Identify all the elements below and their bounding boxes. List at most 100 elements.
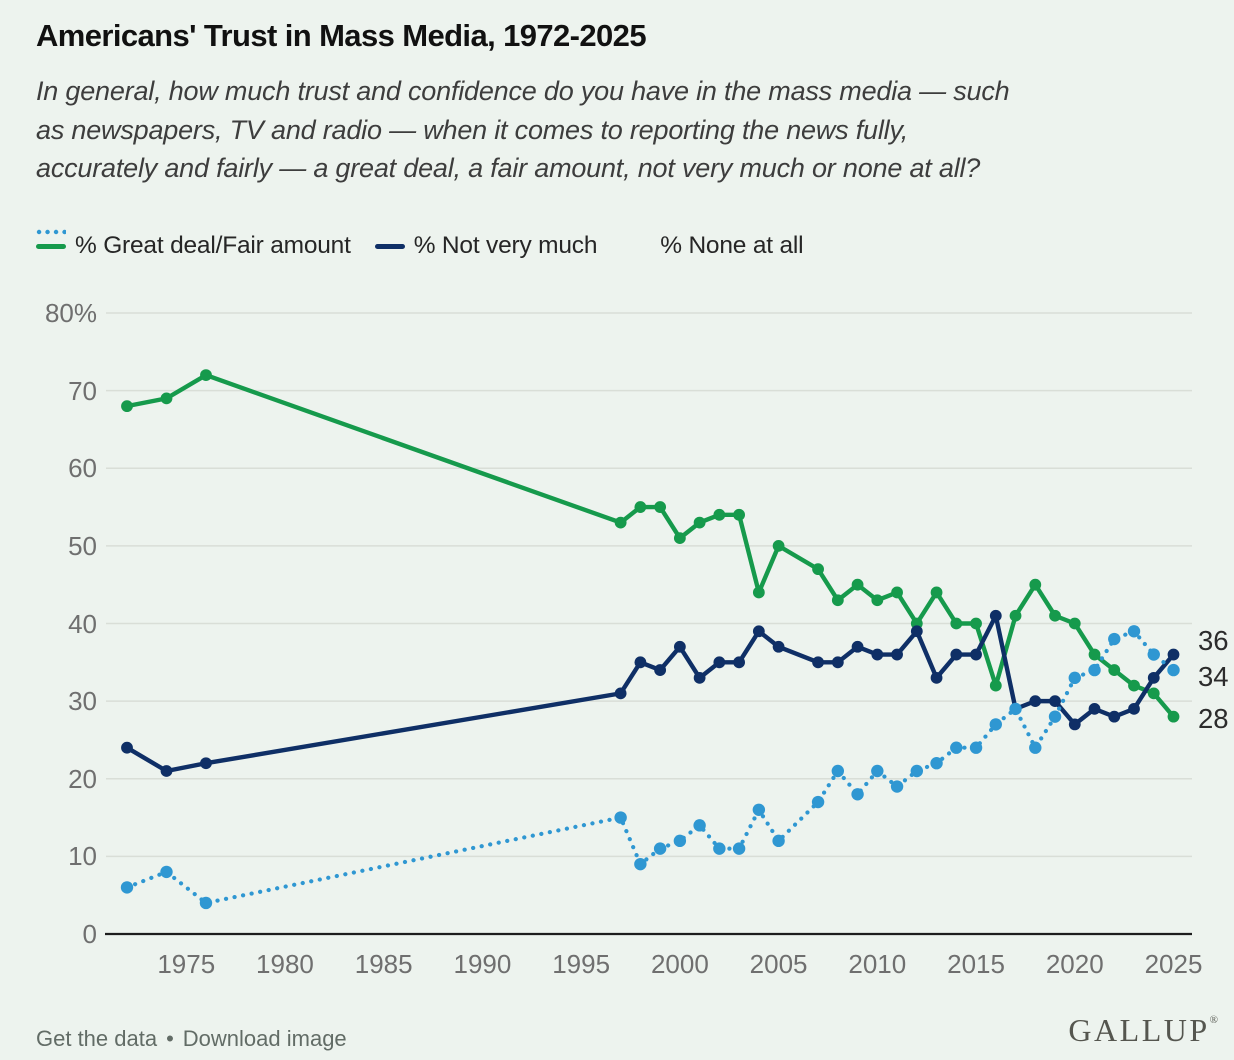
- none-at-all-point[interactable]: [1048, 710, 1062, 723]
- not-very-much-point[interactable]: [733, 656, 746, 669]
- great-deal-fair-amount-point[interactable]: [891, 586, 903, 599]
- not-very-much-point[interactable]: [1128, 702, 1140, 715]
- none-at-all-point[interactable]: [1147, 648, 1160, 661]
- not-very-much-point[interactable]: [752, 625, 765, 638]
- none-at-all-point[interactable]: [989, 718, 1002, 731]
- not-very-much-point[interactable]: [812, 656, 824, 669]
- not-very-much-point[interactable]: [693, 671, 706, 684]
- great-deal-fair-amount-point[interactable]: [1128, 679, 1140, 692]
- great-deal-fair-amount-point[interactable]: [970, 617, 982, 630]
- none-at-all-point[interactable]: [693, 819, 706, 832]
- none-at-all-point[interactable]: [772, 834, 785, 848]
- great-deal-fair-amount-point[interactable]: [160, 392, 173, 405]
- great-deal-fair-amount-point[interactable]: [713, 508, 726, 521]
- none-at-all-point[interactable]: [752, 803, 766, 816]
- not-very-much-point[interactable]: [831, 656, 844, 669]
- series-none-at-all[interactable]: [120, 625, 1180, 910]
- none-at-all-point[interactable]: [1127, 625, 1141, 638]
- great-deal-fair-amount-point[interactable]: [121, 400, 133, 413]
- series-not-very-much[interactable]: [121, 609, 1180, 777]
- great-deal-fair-amount-point[interactable]: [614, 516, 627, 529]
- not-very-much-point[interactable]: [614, 687, 627, 700]
- great-deal-fair-amount-point[interactable]: [772, 539, 785, 552]
- great-deal-fair-amount-point[interactable]: [673, 532, 686, 545]
- not-very-much-point[interactable]: [1088, 702, 1101, 715]
- great-deal-fair-amount-point[interactable]: [1088, 648, 1101, 661]
- none-at-all-point[interactable]: [811, 795, 825, 809]
- not-very-much-point[interactable]: [713, 656, 726, 669]
- great-deal-fair-amount-point[interactable]: [1029, 578, 1042, 591]
- none-at-all-point[interactable]: [160, 865, 173, 879]
- series-great-deal-fair-amount[interactable]: [121, 369, 1180, 723]
- none-at-all-point[interactable]: [969, 741, 983, 754]
- great-deal-fair-amount-point[interactable]: [989, 679, 1002, 692]
- not-very-much-point[interactable]: [910, 625, 923, 638]
- not-very-much-point[interactable]: [200, 757, 212, 770]
- none-at-all-point[interactable]: [871, 764, 884, 778]
- great-deal-fair-amount-point[interactable]: [693, 516, 706, 529]
- none-at-all-point[interactable]: [653, 842, 667, 855]
- none-at-all-point[interactable]: [1068, 671, 1081, 685]
- great-deal-fair-amount-point[interactable]: [831, 594, 844, 607]
- not-very-much-point[interactable]: [871, 648, 884, 661]
- great-deal-fair-amount-point[interactable]: [200, 369, 212, 381]
- not-very-much-point[interactable]: [121, 741, 133, 754]
- not-very-much-point[interactable]: [654, 664, 667, 676]
- none-at-all-point[interactable]: [1167, 663, 1180, 677]
- none-at-all-point[interactable]: [831, 764, 845, 778]
- download-image-link[interactable]: Download image: [182, 1026, 347, 1051]
- great-deal-fair-amount-point[interactable]: [930, 586, 943, 599]
- not-very-much-point[interactable]: [891, 648, 903, 661]
- not-very-much-point[interactable]: [1108, 710, 1121, 723]
- not-very-much-point[interactable]: [1029, 695, 1042, 708]
- legend-item-not-very-much[interactable]: % Not very much: [374, 232, 597, 260]
- none-at-all-point[interactable]: [1108, 632, 1121, 646]
- none-at-all-point[interactable]: [614, 811, 627, 824]
- none-at-all-point[interactable]: [120, 881, 134, 894]
- not-very-much-point[interactable]: [634, 656, 647, 669]
- not-very-much-point[interactable]: [772, 640, 785, 653]
- great-deal-fair-amount-point[interactable]: [851, 578, 864, 591]
- none-at-all-point[interactable]: [950, 741, 963, 754]
- great-deal-fair-amount-point[interactable]: [1068, 617, 1081, 630]
- great-deal-fair-amount-point[interactable]: [634, 501, 647, 513]
- not-very-much-point[interactable]: [1167, 648, 1180, 661]
- great-deal-fair-amount-point[interactable]: [733, 508, 746, 521]
- great-deal-fair-amount-point[interactable]: [950, 617, 963, 630]
- great-deal-fair-amount-point[interactable]: [1108, 664, 1121, 676]
- great-deal-fair-amount-point[interactable]: [654, 501, 667, 513]
- none-at-all-point[interactable]: [634, 857, 647, 871]
- great-deal-fair-amount-point[interactable]: [752, 586, 765, 599]
- not-very-much-point[interactable]: [673, 640, 686, 653]
- not-very-much-point[interactable]: [930, 671, 943, 684]
- great-deal-fair-amount-point[interactable]: [1009, 609, 1022, 622]
- not-very-much-point[interactable]: [989, 609, 1002, 622]
- great-deal-fair-amount-point[interactable]: [1167, 710, 1180, 723]
- none-at-all-point[interactable]: [673, 834, 687, 848]
- great-deal-fair-amount-point[interactable]: [871, 594, 884, 607]
- great-deal-fair-amount-point[interactable]: [812, 563, 824, 576]
- not-very-much-point[interactable]: [970, 648, 982, 661]
- none-at-all-point[interactable]: [890, 780, 904, 793]
- none-at-all-point[interactable]: [1009, 702, 1022, 716]
- not-very-much-point[interactable]: [1049, 695, 1061, 708]
- not-very-much-point[interactable]: [160, 765, 173, 777]
- none-at-all-point[interactable]: [851, 788, 864, 801]
- none-at-all-point[interactable]: [930, 757, 943, 770]
- great-deal-fair-amount-point[interactable]: [1147, 687, 1160, 700]
- not-very-much-point[interactable]: [1147, 671, 1160, 684]
- legend-item-none-at-all[interactable]: % None at all: [36, 229, 804, 260]
- not-very-much-point[interactable]: [851, 640, 864, 653]
- get-the-data-link[interactable]: Get the data: [36, 1026, 158, 1051]
- great-deal-fair-amount-point[interactable]: [1049, 609, 1061, 622]
- not-very-much-point[interactable]: [950, 648, 963, 661]
- none-at-all-point[interactable]: [910, 764, 924, 778]
- none-at-all-point[interactable]: [1029, 741, 1042, 754]
- not-very-much-point[interactable]: [1068, 718, 1081, 731]
- none-at-all-point[interactable]: [732, 842, 746, 855]
- none-at-all-point[interactable]: [713, 842, 726, 855]
- none-at-all-point[interactable]: [1088, 663, 1101, 677]
- none-at-all-point[interactable]: [199, 896, 213, 910]
- legend-item-great-deal-fair-amount[interactable]: % Great deal/Fair amount: [36, 232, 351, 260]
